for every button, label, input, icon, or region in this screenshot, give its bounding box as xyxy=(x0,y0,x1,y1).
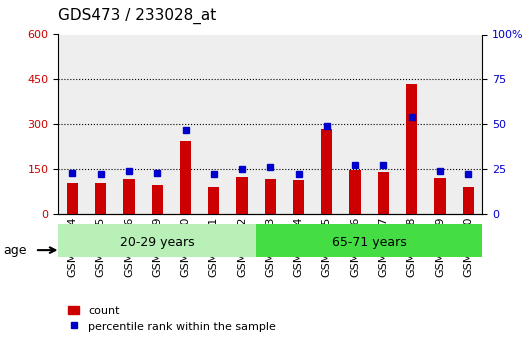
Bar xyxy=(264,179,276,214)
Bar xyxy=(349,170,361,214)
Bar xyxy=(434,178,446,214)
Bar xyxy=(58,224,256,257)
Bar xyxy=(152,186,163,214)
Bar xyxy=(463,187,474,214)
Text: age: age xyxy=(3,244,27,257)
Text: GDS473 / 233028_at: GDS473 / 233028_at xyxy=(58,8,217,24)
Bar xyxy=(95,183,107,214)
Bar xyxy=(180,141,191,214)
Bar xyxy=(293,179,304,214)
Bar xyxy=(321,129,332,214)
Bar xyxy=(208,187,219,214)
Bar xyxy=(67,183,78,214)
Bar xyxy=(236,177,248,214)
Bar xyxy=(378,172,389,214)
Bar xyxy=(406,84,417,214)
Bar xyxy=(123,179,135,214)
Bar xyxy=(256,224,497,257)
Text: 65-71 years: 65-71 years xyxy=(332,236,407,249)
Text: 20-29 years: 20-29 years xyxy=(120,236,195,249)
Legend: count, percentile rank within the sample: count, percentile rank within the sample xyxy=(64,301,280,336)
